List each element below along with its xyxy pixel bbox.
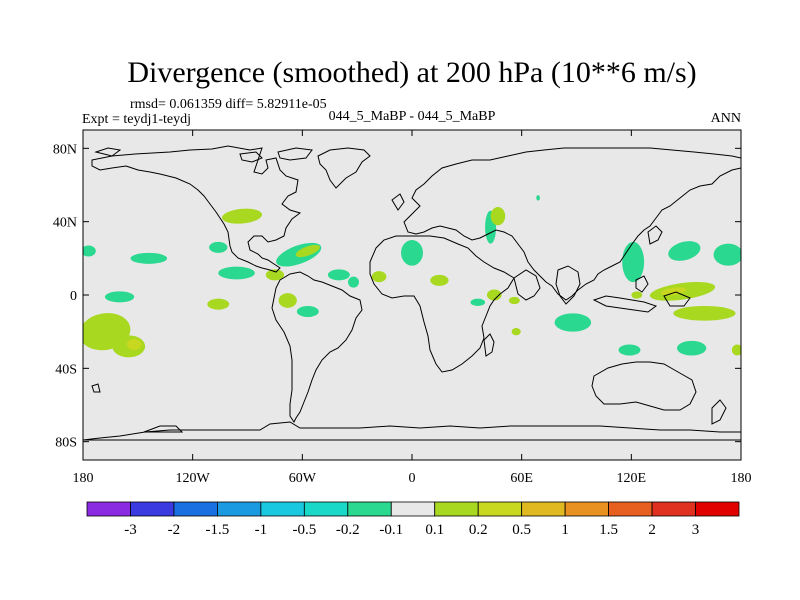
y-tick-label-1: 40N <box>53 216 77 231</box>
divergence-region-35 <box>731 344 741 356</box>
divergence-region-5 <box>83 245 96 257</box>
colorbar-level-label-1: -2 <box>168 522 181 538</box>
colorbar-level-label-2: -1.5 <box>206 522 230 538</box>
divergence-region-6 <box>218 266 255 280</box>
colorbar-box-2 <box>173 501 218 517</box>
y-tick-label-0: 80N <box>53 142 77 157</box>
colorbar-box-10 <box>521 501 566 517</box>
divergence-region-25 <box>508 296 520 305</box>
y-tick-label-2: 0 <box>70 289 77 304</box>
divergence-region-12 <box>207 298 230 310</box>
colorbar-box-3 <box>216 501 262 517</box>
colorbar-level-label-10: 1 <box>561 522 569 538</box>
divergence-region-18 <box>401 240 423 266</box>
case-label: 044_5_MaBP - 044_5_MaBP <box>329 109 496 124</box>
x-tick-label-5: 120E <box>617 471 647 486</box>
colorbar-box-13 <box>651 501 696 517</box>
colorbar-box-0 <box>86 501 131 517</box>
colorbar-box-6 <box>347 501 392 517</box>
divergence-region-4 <box>130 252 168 264</box>
divergence-region-3 <box>295 244 320 258</box>
colorbar-level-label-9: 0.5 <box>512 522 531 538</box>
divergence-region-11 <box>104 291 135 303</box>
colorbar-box-7 <box>390 501 436 517</box>
season-label: ANN <box>711 111 741 126</box>
y-tick-label-3: 40S <box>55 362 77 377</box>
divergence-region-24 <box>486 289 502 301</box>
divergence-region-33 <box>631 291 643 299</box>
colorbar-level-label-3: -1 <box>255 522 268 538</box>
colorbar-level-label-11: 1.5 <box>599 522 618 538</box>
divergence-region-29 <box>668 241 701 261</box>
longitude-axis: 180 120W 60W 0 60E 120E 180 <box>73 130 752 486</box>
divergence-region-37 <box>618 344 641 356</box>
coastlines <box>83 145 741 441</box>
colorbar-box-11 <box>564 501 610 517</box>
colorbar-level-label-8: 0.2 <box>469 522 488 538</box>
experiment-label: Expt = teydj1-teydj <box>82 112 191 127</box>
x-tick-label-4: 60E <box>510 471 533 486</box>
colorbar: -3 -2 -1.5 -1 -0.5 -0.2 -0.1 0.1 0.2 0.5 1 1.5 2 3 <box>86 501 740 538</box>
divergence-region-21 <box>536 195 540 201</box>
divergence-region-14 <box>296 306 319 317</box>
latitude-axis: 80N 40N 0 40S 80S <box>53 142 741 451</box>
colorbar-level-label-12: 2 <box>648 522 656 538</box>
colorbar-box-4 <box>260 501 305 517</box>
divergence-regions <box>83 195 741 358</box>
x-tick-label-2: 60W <box>289 471 317 486</box>
colorbar-level-label-13: 3 <box>692 522 700 538</box>
colorbar-box-5 <box>303 501 349 517</box>
x-tick-label-3: 0 <box>409 471 416 486</box>
divergence-region-9 <box>348 276 359 288</box>
plot-background <box>83 130 741 460</box>
colorbar-level-label-0: -3 <box>124 522 137 538</box>
rmsd-diff-stats: rmsd= 0.061359 diff= 5.82911e-05 <box>130 97 327 112</box>
divergence-region-0 <box>221 208 263 224</box>
divergence-region-23 <box>470 298 486 307</box>
divergence-region-13 <box>278 293 297 308</box>
divergence-region-1 <box>209 241 228 253</box>
x-tick-label-0: 180 <box>73 471 94 486</box>
divergence-region-30 <box>713 243 741 266</box>
colorbar-box-9 <box>477 501 523 517</box>
divergence-region-20 <box>490 207 506 226</box>
y-tick-label-4: 80S <box>55 436 77 451</box>
divergence-region-27 <box>511 328 521 336</box>
colorbar-level-label-7: 0.1 <box>425 522 444 538</box>
colorbar-box-12 <box>608 501 653 517</box>
colorbar-level-label-4: -0.5 <box>292 522 316 538</box>
colorbar-box-1 <box>130 501 175 517</box>
divergence-region-36 <box>677 340 707 356</box>
divergence-region-7 <box>265 269 285 281</box>
divergence-region-8 <box>327 269 350 281</box>
colorbar-box-8 <box>434 501 479 517</box>
divergence-region-10 <box>371 271 387 283</box>
divergence-region-28 <box>622 241 645 283</box>
colorbar-box-14 <box>695 501 740 517</box>
chart-title: Divergence (smoothed) at 200 hPa (10**6 … <box>127 56 696 89</box>
divergence-region-17 <box>126 339 142 350</box>
divergence-region-34 <box>673 306 736 321</box>
divergence-region-26 <box>554 313 592 332</box>
x-tick-label-1: 120W <box>176 471 211 486</box>
colorbar-level-label-6: -0.1 <box>379 522 403 538</box>
divergence-region-22 <box>430 274 449 286</box>
x-tick-label-6: 180 <box>731 471 752 486</box>
colorbar-level-label-5: -0.2 <box>336 522 360 538</box>
